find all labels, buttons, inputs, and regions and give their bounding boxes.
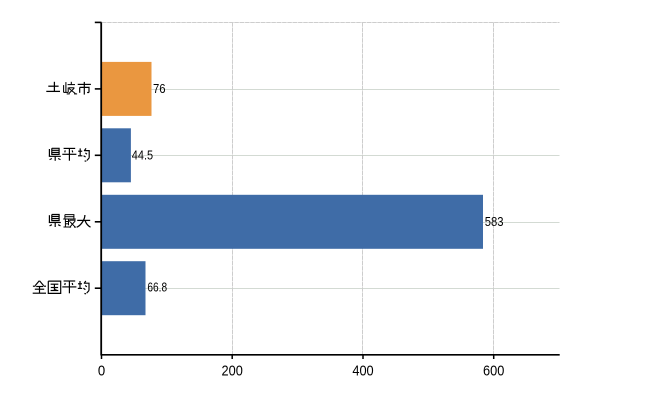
svg-text:400: 400 (352, 362, 373, 379)
svg-text:600: 600 (483, 362, 504, 379)
svg-text:76: 76 (153, 81, 166, 96)
svg-text:200: 200 (222, 362, 243, 379)
svg-text:44.5: 44.5 (132, 147, 153, 162)
svg-text:583: 583 (485, 214, 504, 229)
svg-text:66.8: 66.8 (147, 280, 167, 295)
svg-text:0: 0 (98, 362, 105, 379)
